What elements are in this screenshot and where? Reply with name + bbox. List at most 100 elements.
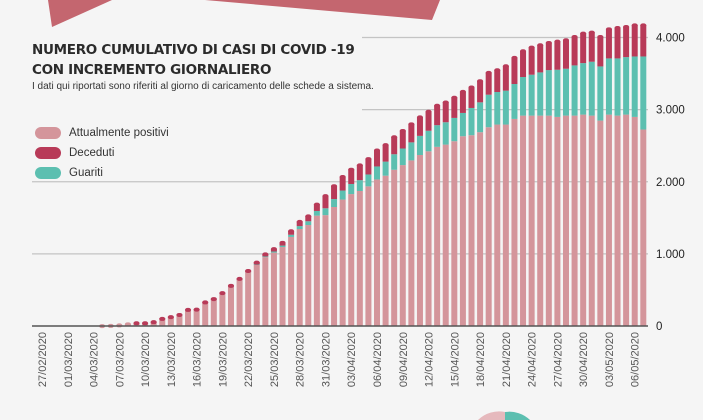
bar-stack <box>296 219 303 326</box>
bar-cap <box>528 45 535 50</box>
bar-segment-deceduti <box>408 123 415 143</box>
x-tick-label: 13/03/2020 <box>166 332 178 387</box>
bar-cap <box>434 103 441 108</box>
bar-segment-attualmente-positivi <box>416 154 423 326</box>
bar-segment-attualmente-positivi <box>562 115 569 326</box>
y-tick-label: 0 <box>656 321 662 333</box>
bar-segment-attualmente-positivi <box>511 118 518 326</box>
decorative-banner-right <box>205 0 440 20</box>
bar-stack <box>270 247 277 326</box>
bar-segment-deceduti <box>511 57 518 85</box>
bar-stack <box>365 157 372 326</box>
bar-stack <box>185 307 192 326</box>
legend-swatch <box>35 167 61 179</box>
bar-segment-guariti <box>631 56 638 117</box>
bar-stack <box>451 95 458 326</box>
bar-segment-attualmente-positivi <box>442 144 449 326</box>
bar-stack <box>459 89 466 326</box>
x-tick-label: 19/03/2020 <box>217 332 229 387</box>
bar-cap <box>296 219 303 224</box>
bar-cap <box>193 307 200 312</box>
bar-stack <box>545 40 552 326</box>
bar-segment-deceduti <box>605 28 612 59</box>
bar-stack <box>193 307 200 326</box>
x-tick-label: 27/02/2020 <box>37 332 49 387</box>
bar-segment-deceduti <box>305 215 312 222</box>
bar-segment-attualmente-positivi <box>236 279 243 326</box>
bar-segment-guariti <box>425 130 432 152</box>
legend: Attualmente positivi Deceduti Guariti <box>35 123 169 183</box>
bar-cap <box>262 252 269 257</box>
bar-segment-deceduti <box>442 101 449 123</box>
x-tick-label: 24/04/2020 <box>527 332 539 387</box>
bar-segment-guariti <box>605 58 612 115</box>
bar-segment-guariti <box>408 142 415 161</box>
bar-stack <box>485 70 492 326</box>
bar-stack <box>528 45 535 326</box>
bar-stack <box>537 43 544 326</box>
bar-stack <box>133 321 140 326</box>
bar-stack <box>631 23 638 326</box>
bar-segment-guariti <box>365 174 372 187</box>
bar-segment-deceduti <box>528 47 535 75</box>
bar-cap <box>253 260 260 265</box>
bar-stack <box>202 300 209 326</box>
bar-segment-deceduti <box>348 169 355 184</box>
bar-segment-deceduti <box>477 80 484 103</box>
bar-segment-attualmente-positivi <box>588 115 595 326</box>
bar-cap <box>279 240 286 245</box>
bar-stack <box>374 148 381 326</box>
bar-segment-deceduti <box>434 105 441 126</box>
x-tick-label: 01/03/2020 <box>63 332 75 387</box>
bar-segment-attualmente-positivi <box>202 302 209 326</box>
bar-stack <box>571 34 578 326</box>
bar-segment-deceduti <box>425 111 432 131</box>
bar-segment-deceduti <box>451 97 458 118</box>
bar-segment-deceduti <box>468 87 475 108</box>
bar-segment-deceduti <box>623 26 630 58</box>
bar-segment-guariti <box>434 125 441 147</box>
x-tick-label: 21/04/2020 <box>501 332 513 387</box>
bar-segment-attualmente-positivi <box>210 299 217 326</box>
bar-cap <box>150 320 157 325</box>
bar-cap <box>477 79 484 84</box>
bar-cap <box>133 321 140 326</box>
bar-cap <box>562 38 569 43</box>
bar-stack <box>416 115 423 326</box>
bar-cap <box>605 27 612 32</box>
bar-stack <box>331 184 338 326</box>
y-tick-label: 3.000 <box>656 105 685 117</box>
bar-segment-attualmente-positivi <box>520 115 527 326</box>
bar-stack <box>313 202 320 326</box>
bar-segment-deceduti <box>391 136 398 155</box>
bar-stack <box>142 321 149 326</box>
bar-stack <box>425 109 432 326</box>
bar-segment-attualmente-positivi <box>502 124 509 327</box>
bar-cap <box>537 43 544 48</box>
bar-segment-guariti <box>399 148 406 166</box>
bar-stack <box>322 194 329 326</box>
bar-stack <box>262 252 269 326</box>
bar-segment-guariti <box>416 135 423 155</box>
legend-label: Deceduti <box>69 147 115 159</box>
bar-segment-deceduti <box>502 65 509 91</box>
bar-stack <box>554 39 561 326</box>
bar-stack <box>227 283 234 326</box>
bar-segment-attualmente-positivi <box>614 115 621 326</box>
bar-cap <box>348 167 355 172</box>
bar-stack <box>580 31 587 326</box>
legend-swatch <box>35 147 61 159</box>
bar-cap <box>356 163 363 168</box>
bar-cap <box>313 202 320 207</box>
bar-segment-guariti <box>571 65 578 116</box>
bar-segment-guariti <box>623 57 630 115</box>
bar-stack <box>494 68 501 327</box>
bar-segment-attualmente-positivi <box>279 247 286 326</box>
bar-segment-guariti <box>597 66 604 121</box>
bar-segment-guariti <box>554 69 561 117</box>
bar-segment-deceduti <box>614 27 621 59</box>
bar-segment-attualmente-positivi <box>322 215 329 326</box>
bar-cap <box>502 64 509 69</box>
y-axis-ticks: 0 1.000 2.000 3.000 4.000 <box>656 33 685 334</box>
x-tick-label: 06/05/2020 <box>630 332 642 387</box>
